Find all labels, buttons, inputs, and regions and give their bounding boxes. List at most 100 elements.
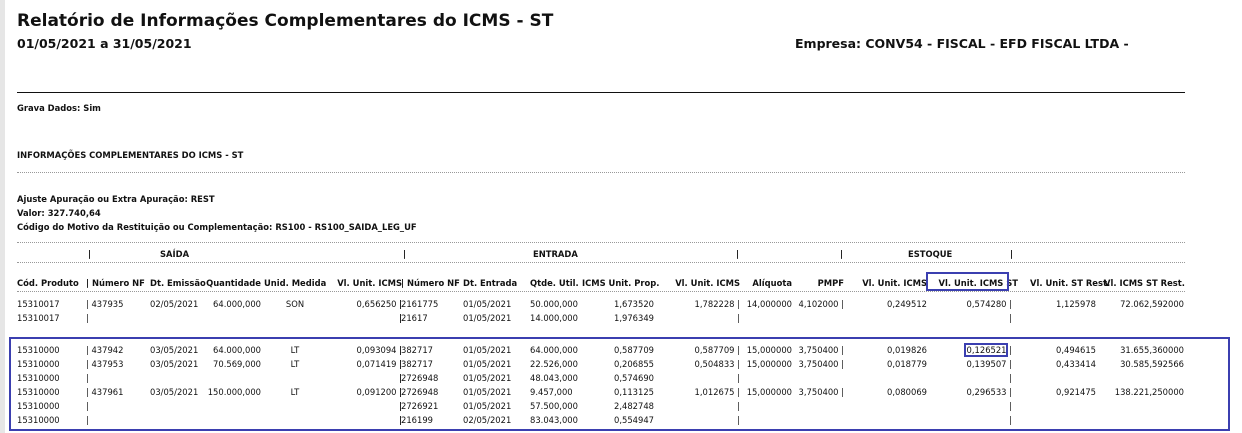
highlight-column-header <box>926 272 1009 291</box>
table-cell-emissao: 03/05/2021 <box>150 345 199 355</box>
table-cell-est-icms-st: | <box>1009 415 1012 425</box>
section-title: INFORMAÇÕES COMPLEMENTARES DO ICMS - ST <box>17 150 244 160</box>
column-header-icms-st-rest: Vl. ICMS ST Rest. <box>1104 278 1185 288</box>
table-cell-st-rest: 1,125978 <box>1056 299 1096 309</box>
table-cell-est-icms-st: | <box>1009 373 1012 383</box>
column-header-icms-prop: ICMS Unit. Prop. <box>582 278 660 288</box>
table-cell-icms-st-rest: 138.221,250000 <box>1114 387 1184 397</box>
table-cell-vl-icms: 0,656250 | <box>356 299 402 309</box>
table-cell-nf-e: 216199 <box>401 415 433 425</box>
table-cell-est-icms-st: 0,296533 | <box>966 387 1012 397</box>
table-cell-nf-s: | <box>86 313 89 323</box>
column-header-est-icms: Vl. Unit. ICMS <box>862 278 927 288</box>
table-cell-vl-icms-e: | <box>737 415 740 425</box>
table-cell-vl-icms-e: | <box>737 373 740 383</box>
group-bar: | <box>88 249 92 259</box>
table-cell-est-icms: 0,249512 <box>887 299 927 309</box>
table-cell-est-icms-st: 0,139507 | <box>966 359 1012 369</box>
table-cell-cod: 15310000 <box>17 415 60 425</box>
table-cell-dt-ent: 01/05/2021 <box>463 359 512 369</box>
table-cell-dt-ent: 01/05/2021 <box>463 345 512 355</box>
table-cell-est-icms: 0,018779 <box>887 359 927 369</box>
table-cell-st-rest: 0,433414 <box>1056 359 1096 369</box>
ajuste-motivo: Código do Motivo da Restituição ou Compl… <box>17 222 417 232</box>
highlight-rows-block <box>9 337 1230 431</box>
column-header-dt-ent: Dt. Entrada <box>463 278 518 288</box>
table-cell-vl-icms-e: 1,782228 | <box>694 299 740 309</box>
column-header-aliq: Alíquota <box>752 278 792 288</box>
table-cell-emissao: 03/05/2021 <box>150 387 199 397</box>
column-header-vl-icms: Vl. Unit. ICMS <box>337 278 402 288</box>
table-cell-icms-prop: 1,673520 <box>614 299 654 309</box>
table-cell-icms-st-rest: 72.062,592000 <box>1120 299 1184 309</box>
column-header-nf-s: | Número NF <box>86 278 145 288</box>
table-cell-nf-e: 2726948 <box>401 373 439 383</box>
table-cell-icms-st-rest: 30.585,592566 <box>1120 359 1184 369</box>
table-cell-qtd: 70.569,000 <box>213 359 261 369</box>
group-bar: | <box>1010 249 1014 259</box>
table-cell-cod: 15310000 <box>17 387 60 397</box>
column-header-nf-e: | Número NF <box>401 278 460 288</box>
table-cell-nf-e: 2161775 <box>401 299 439 309</box>
table-cell-pmpf: 3,750400 | <box>798 359 844 369</box>
table-cell-vl-icms: | <box>399 415 402 425</box>
group-bar: | <box>736 249 740 259</box>
dotted-separator <box>17 172 1185 173</box>
row-separator-bar: | <box>399 313 402 323</box>
table-cell-aliq: 15,000000 <box>746 345 792 355</box>
table-cell-nf-e: 2726948 <box>401 387 439 397</box>
table-cell-qtde-util: 48.043,000 <box>530 373 578 383</box>
table-cell-dt-ent: 01/05/2021 <box>463 401 512 411</box>
report-period: 01/05/2021 a 31/05/2021 <box>17 36 192 51</box>
table-cell-qtd: 64.000,000 <box>213 345 261 355</box>
table-cell-qtde-util: 9.457,000 <box>530 387 573 397</box>
table-cell-cod: 15310000 <box>17 359 60 369</box>
table-cell-vl-icms-e: | <box>737 313 740 323</box>
table-cell-vl-icms-e: | <box>737 401 740 411</box>
table-cell-qtd: 150.000,000 <box>207 387 261 397</box>
table-cell-vl-icms: 0,093094 | <box>356 345 402 355</box>
row-separator-bar: | <box>399 415 402 425</box>
table-cell-nf-s: | <box>86 401 89 411</box>
dotted-separator <box>17 262 1185 263</box>
group-bar: | <box>403 249 407 259</box>
table-cell-vl-icms: | <box>399 313 402 323</box>
table-cell-qtd: 64.000,000 <box>213 299 261 309</box>
table-cell-icms-prop: 0,554947 <box>614 415 654 425</box>
row-separator-bar: | <box>399 387 402 397</box>
table-cell-est-icms: 0,019826 <box>887 345 927 355</box>
table-cell-st-rest: 0,921475 <box>1056 387 1096 397</box>
table-cell-unid: SON <box>285 299 305 309</box>
column-header-est-icms-st: Vl. Unit. ICMS ST <box>938 278 1018 288</box>
column-header-cod: Cód. Produto <box>17 278 79 288</box>
table-cell-nf-s: | <box>86 373 89 383</box>
table-cell-emissao: 02/05/2021 <box>150 299 199 309</box>
table-cell-unid: LT <box>290 387 300 397</box>
table-cell-icms-prop: 0,113125 <box>614 387 654 397</box>
table-cell-pmpf: 3,750400 | <box>798 345 844 355</box>
table-cell-cod: 15310000 <box>17 401 60 411</box>
table-cell-vl-icms: | <box>399 373 402 383</box>
table-cell-dt-ent: 01/05/2021 <box>463 299 512 309</box>
group-estoque: ESTOQUE <box>908 249 953 259</box>
table-cell-cod: 15310000 <box>17 345 60 355</box>
table-cell-nf-s: | 437942 <box>86 345 124 355</box>
ajuste-valor: Valor: 327.740,64 <box>17 208 101 218</box>
table-cell-icms-prop: 0,587709 <box>614 345 654 355</box>
table-cell-est-icms-st: 0,126521 | <box>966 345 1012 355</box>
table-cell-nf-s: | 437935 <box>86 299 124 309</box>
table-cell-dt-ent: 01/05/2021 <box>463 387 512 397</box>
table-cell-icms-prop: 0,206855 <box>614 359 654 369</box>
table-cell-est-icms: 0,080069 <box>887 387 927 397</box>
dotted-separator <box>17 242 1185 243</box>
table-cell-qtde-util: 14.000,000 <box>530 313 578 323</box>
table-cell-vl-icms-e: 1,012675 | <box>694 387 740 397</box>
table-cell-dt-ent: 01/05/2021 <box>463 373 512 383</box>
column-header-vl-icms-e: Vl. Unit. ICMS <box>675 278 740 288</box>
table-cell-qtde-util: 64.000,000 <box>530 345 578 355</box>
row-separator-bar: | <box>399 299 402 309</box>
group-saida: SAÍDA <box>160 249 190 259</box>
table-cell-icms-prop: 2,482748 <box>614 401 654 411</box>
group-entrada: ENTRADA <box>533 249 578 259</box>
table-cell-qtde-util: 57.500,000 <box>530 401 578 411</box>
